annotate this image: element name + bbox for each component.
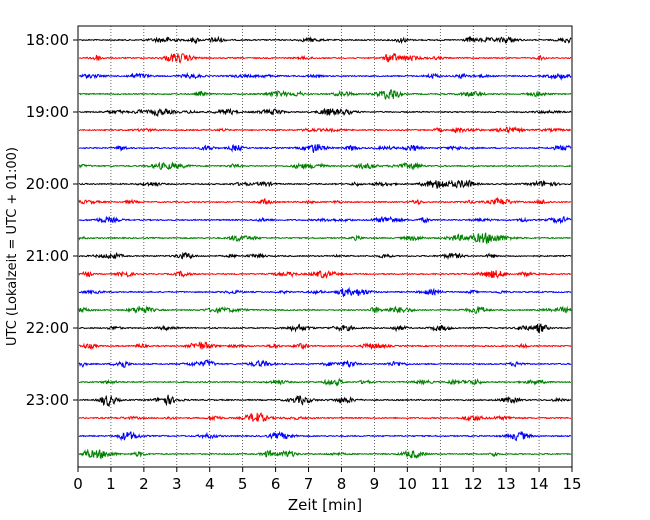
x-tick-label: 13	[497, 475, 516, 493]
y-tick-label: 22:00	[26, 319, 69, 337]
x-tick-label: 7	[304, 475, 314, 493]
y-tick-label: 18:00	[26, 31, 69, 49]
x-tick-label: 3	[172, 475, 182, 493]
y-tick-label: 23:00	[26, 391, 69, 409]
x-tick-label: 15	[562, 475, 581, 493]
x-tick-label: 2	[139, 475, 149, 493]
trace-2145	[78, 305, 572, 314]
x-tick-label: 12	[464, 475, 483, 493]
x-tick-label: 10	[398, 475, 417, 493]
x-tick-label: 5	[238, 475, 248, 493]
trace-1800	[78, 35, 572, 45]
trace-1830	[78, 71, 572, 81]
x-axis-label: Zeit [min]	[288, 496, 362, 514]
x-tick-label: 1	[106, 475, 116, 493]
x-axis-ticks: 0 1 2 3 4 5 6 7 8 9 10 11 12 13 14 15	[73, 467, 582, 493]
trace-1845	[78, 89, 572, 101]
trace-2200	[78, 323, 572, 334]
y-axis-label: UTC (Lokalzeit = UTC + 01:00)	[5, 147, 20, 346]
x-tick-label: 14	[530, 475, 549, 493]
trace-2015	[78, 196, 572, 206]
trace-2300	[78, 394, 572, 407]
y-tick-label: 20:00	[26, 175, 69, 193]
y-axis-ticks: 18:00 19:00 20:00 21:00 22:00 23:00	[26, 31, 78, 409]
x-tick-label: 8	[337, 475, 347, 493]
seismic-traces	[78, 35, 572, 460]
plot-frame	[77, 25, 573, 468]
x-tick-label: 4	[205, 475, 215, 493]
trace-1815	[78, 52, 572, 64]
x-tick-label: 6	[271, 475, 281, 493]
trace-2330	[78, 430, 572, 442]
trace-2030	[78, 215, 572, 225]
trace-1900	[78, 107, 572, 118]
trace-2245	[78, 377, 572, 387]
trace-1945	[78, 161, 572, 171]
trace-1915	[78, 126, 572, 134]
y-tick-label: 21:00	[26, 247, 69, 265]
trace-2100	[78, 251, 572, 261]
x-tick-label: 11	[431, 475, 450, 493]
x-tick-label: 9	[370, 475, 380, 493]
trace-2230	[78, 359, 572, 368]
y-tick-label: 19:00	[26, 103, 69, 121]
trace-2115	[78, 270, 572, 280]
trace-2000	[78, 179, 572, 189]
trace-2345	[78, 448, 572, 460]
trace-1930	[78, 143, 572, 153]
trace-2315	[78, 411, 572, 422]
x-tick-label: 0	[73, 475, 83, 493]
trace-2130	[78, 286, 572, 298]
trace-2045	[78, 232, 572, 245]
trace-2215	[78, 341, 572, 351]
